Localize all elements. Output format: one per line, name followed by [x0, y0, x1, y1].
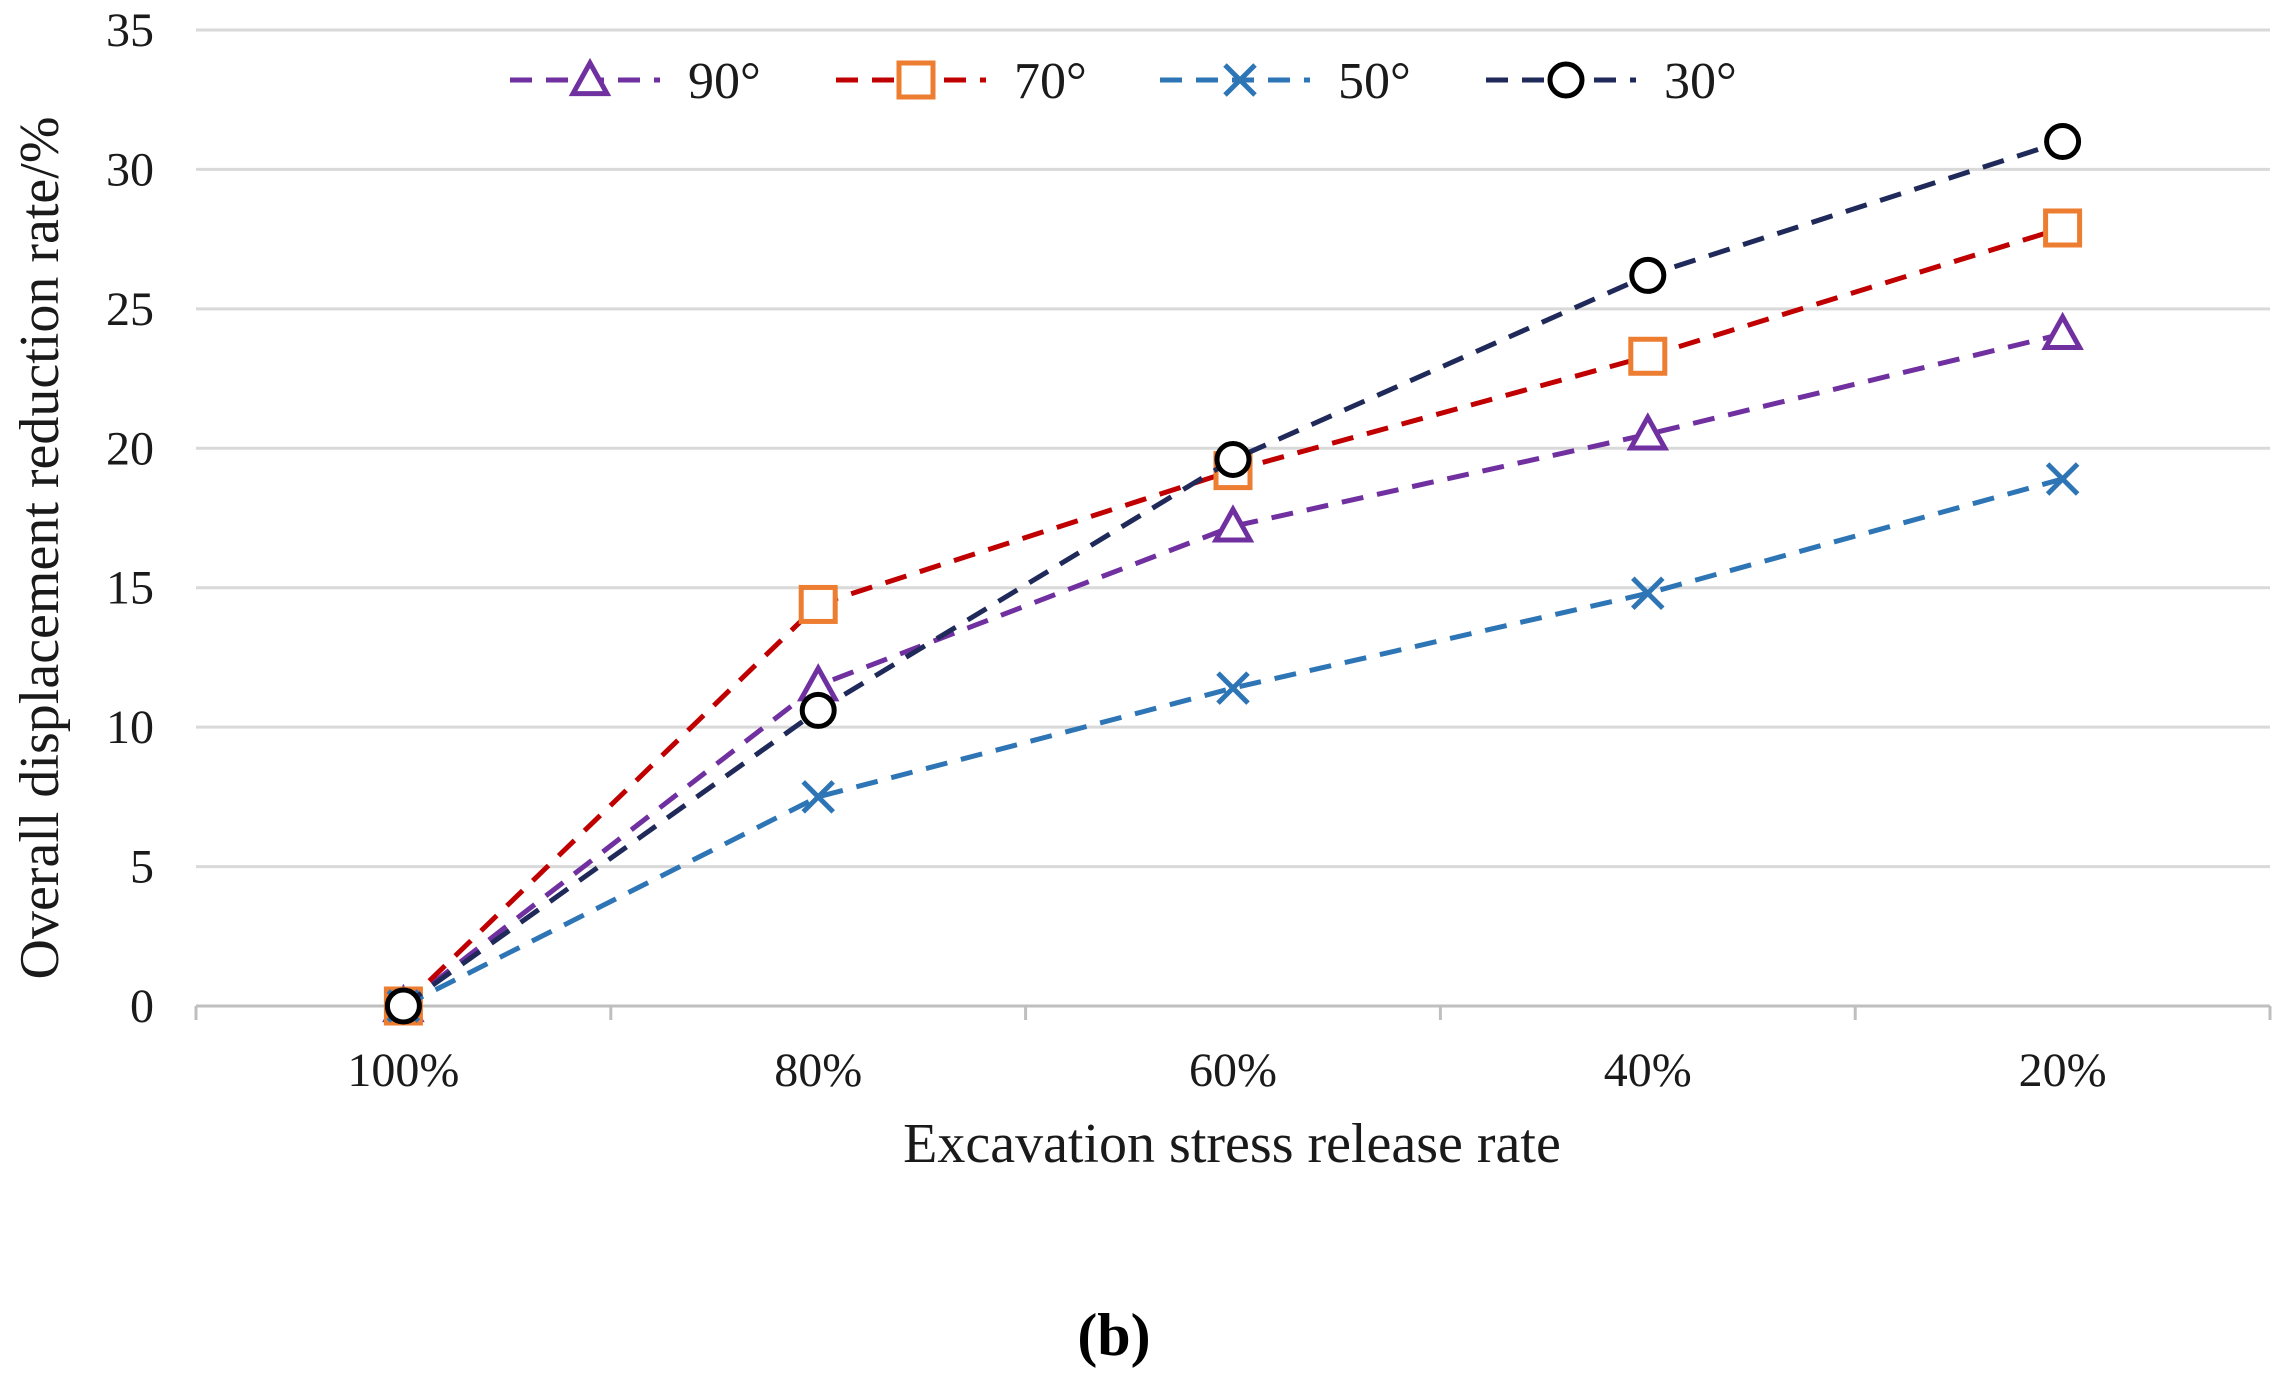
- legend-marker: [1223, 63, 1257, 97]
- data-point: [1214, 440, 1252, 478]
- legend-marker: [1547, 61, 1585, 99]
- x-marker-stroke: [801, 780, 835, 814]
- y-tick-label: 20: [106, 422, 154, 475]
- x-marker-stroke: [1216, 671, 1250, 705]
- legend: 90° 70° 50° 30°: [510, 53, 1737, 110]
- legend-marker: [896, 60, 936, 100]
- data-point: [384, 987, 422, 1025]
- axes: 0 5 10 15 20 25 30 35 100% 80% 60% 40% 20%: [106, 4, 2272, 1097]
- x-tick-label: 80%: [774, 1044, 862, 1097]
- data-point: [1629, 256, 1667, 294]
- series-triangle: [382, 311, 2084, 1023]
- legend-label: 50°: [1338, 53, 1411, 110]
- series-line: [401, 225, 2064, 1008]
- figure-caption: (b): [1077, 1302, 1150, 1368]
- x-tick-label: 20%: [2019, 1044, 2107, 1097]
- series-circle: [384, 123, 2082, 1025]
- series-line: [401, 139, 2064, 1009]
- series-layer: [382, 123, 2084, 1026]
- y-tick-label: 5: [130, 841, 154, 894]
- legend-label: 70°: [1014, 53, 1087, 110]
- legend-item: 70°: [836, 53, 1087, 110]
- data-point: [1211, 504, 1255, 543]
- data-point: [2045, 462, 2080, 496]
- data-point: [799, 691, 837, 729]
- x-tick-label: 60%: [1189, 1044, 1277, 1097]
- legend-marker: [568, 57, 612, 97]
- data-point: [1626, 412, 1670, 451]
- data-point: [2043, 208, 2083, 248]
- y-tick-label: 30: [106, 143, 154, 196]
- data-point: [798, 584, 838, 624]
- legend-label: 90°: [688, 53, 761, 110]
- series-x: [386, 462, 2080, 1023]
- gridlines: [196, 28, 2270, 869]
- data-point: [2044, 123, 2082, 161]
- data-point: [1631, 576, 1665, 611]
- y-tick-label: 0: [130, 980, 154, 1033]
- y-tick-label: 10: [106, 701, 154, 754]
- x-marker-stroke: [1223, 63, 1257, 97]
- y-tick-label: 25: [106, 283, 154, 336]
- legend-item: 90°: [510, 53, 761, 110]
- x-marker-stroke: [2045, 462, 2080, 496]
- y-axis-title: Overall displacement reduction rate/%: [9, 117, 71, 980]
- data-point: [1216, 671, 1250, 705]
- x-tick-label: 100%: [347, 1044, 459, 1097]
- legend-item: 30°: [1486, 53, 1737, 110]
- x-axis-title: Excavation stress release rate: [903, 1113, 1561, 1175]
- y-tick-label: 15: [106, 562, 154, 615]
- data-point: [801, 780, 835, 814]
- legend-label: 30°: [1664, 53, 1737, 110]
- x-tick-label: 40%: [1604, 1044, 1692, 1097]
- y-tick-label: 35: [106, 4, 154, 57]
- series-line: [402, 476, 2064, 1009]
- series-square: [383, 208, 2083, 1026]
- legend-item: 50°: [1160, 53, 1411, 110]
- data-point: [2041, 311, 2084, 351]
- data-point: [1628, 336, 1668, 376]
- x-marker-stroke: [1631, 576, 1665, 611]
- series-line: [401, 331, 2064, 1008]
